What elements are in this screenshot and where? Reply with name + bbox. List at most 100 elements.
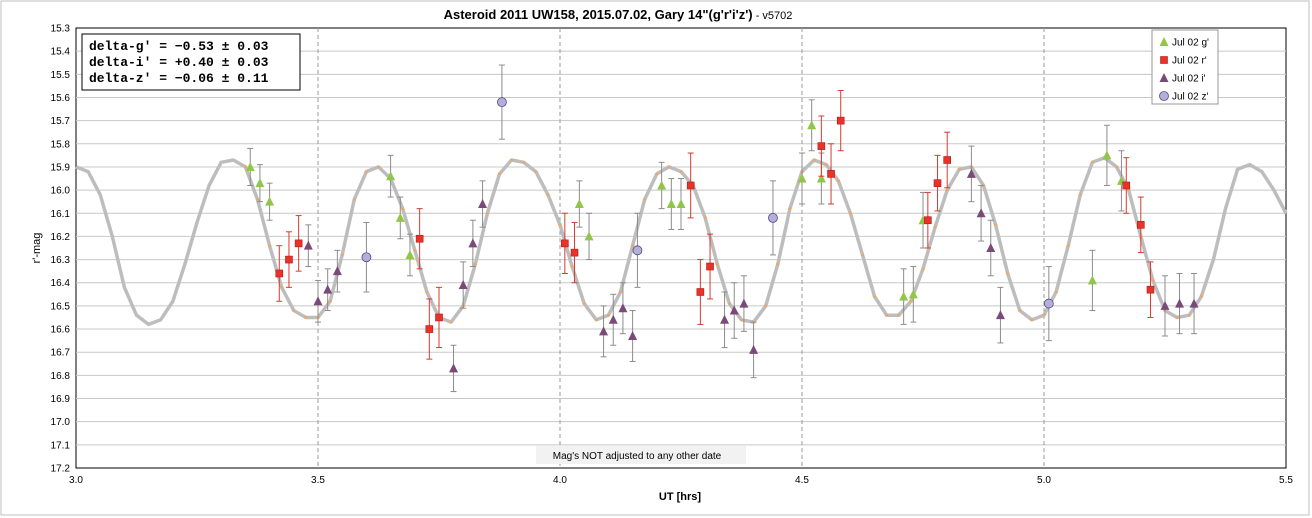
data-point — [584, 231, 594, 241]
model-point — [715, 263, 719, 266]
model-point — [1187, 314, 1191, 317]
chart-title: Asteroid 2011 UW158, 2015.07.02, Gary 14… — [444, 7, 793, 22]
grid — [76, 28, 1286, 468]
y-tick-label: 16.0 — [51, 186, 71, 197]
data-point — [628, 331, 638, 340]
model-point — [546, 193, 550, 196]
model-point — [449, 321, 453, 324]
note-text: Mag's NOT adjusted to any other date — [553, 451, 722, 462]
x-tick-label: 5.0 — [1037, 475, 1051, 486]
model-point — [570, 265, 574, 268]
data-point — [265, 196, 275, 206]
y-tick-label: 16.6 — [51, 325, 71, 336]
data-point — [449, 363, 459, 373]
data-point — [797, 173, 807, 183]
data-point — [657, 180, 667, 190]
data-point — [361, 252, 372, 263]
model-point — [921, 267, 925, 270]
model-point — [897, 314, 901, 317]
data-point — [478, 199, 488, 208]
data-point — [739, 298, 749, 308]
y-tick-label: 17.1 — [51, 440, 71, 451]
y-tick-label: 16.5 — [51, 301, 71, 312]
note-box — [536, 446, 746, 464]
data-point — [995, 310, 1005, 320]
model-point — [1115, 165, 1119, 168]
data-point — [1146, 285, 1155, 294]
model-point — [703, 216, 707, 219]
model-point — [631, 244, 635, 247]
model-point — [558, 223, 562, 226]
data-point — [608, 314, 618, 324]
data-point — [816, 173, 826, 183]
data-point — [720, 314, 730, 324]
x-tick-label: 4.0 — [553, 475, 567, 486]
delta-g-text: delta-g' = −0.53 ± 0.03 — [89, 39, 269, 54]
data-point — [706, 262, 714, 271]
y-tick-label: 15.8 — [51, 139, 71, 150]
model-point — [1090, 161, 1094, 164]
data-point — [425, 325, 434, 333]
model-point — [340, 253, 344, 256]
data-point — [275, 269, 284, 278]
data-point — [1087, 275, 1097, 285]
delta-box: delta-g' = −0.53 ± 0.03 delta-i' = +0.40… — [81, 33, 301, 91]
y-tick-label: 17.0 — [51, 417, 71, 428]
model-point — [1042, 314, 1046, 317]
model-point — [292, 309, 296, 312]
legend-label: Jul 02 r' — [1172, 56, 1207, 67]
data-point — [323, 284, 333, 294]
data-point — [924, 216, 932, 225]
x-axis-ticks: 3.0 3.5 4.0 4.5 5.0 5.5 — [69, 475, 1293, 486]
data-point — [1043, 298, 1054, 309]
model-point — [401, 207, 405, 210]
model-point — [619, 291, 622, 293]
y-tick-label: 15.7 — [51, 116, 71, 127]
model-point — [1175, 316, 1179, 319]
data-point — [696, 288, 705, 296]
model-point — [364, 170, 368, 173]
model-point — [1078, 193, 1082, 196]
data-point — [303, 240, 313, 250]
y-tick-label: 15.5 — [51, 70, 71, 81]
model-point — [352, 198, 356, 201]
y-tick-label: 17.2 — [51, 464, 71, 475]
model-point — [485, 212, 489, 215]
data-point — [245, 161, 255, 171]
model-point — [655, 172, 659, 175]
legend-label: Jul 02 g' — [1172, 38, 1209, 49]
data-point — [836, 116, 845, 125]
model-point — [522, 161, 526, 164]
data-point — [768, 212, 778, 223]
model-point — [1151, 279, 1155, 282]
model-point — [933, 226, 937, 229]
x-tick-label: 3.5 — [311, 475, 325, 486]
data-point — [1175, 298, 1185, 308]
data-point — [899, 291, 909, 301]
model-point — [764, 304, 768, 307]
data-point — [570, 248, 579, 257]
data-point — [497, 97, 507, 108]
legend-marker — [1159, 37, 1169, 46]
x-tick-label: 4.5 — [795, 475, 809, 486]
model-point — [606, 314, 610, 317]
model-point — [425, 291, 429, 293]
y-tick-label: 15.3 — [51, 24, 71, 35]
model-point — [1018, 309, 1022, 312]
model-point — [836, 179, 840, 182]
data-point — [435, 313, 443, 322]
model-point — [413, 249, 417, 252]
delta-i-text: delta-i' = +0.40 ± 0.03 — [89, 55, 269, 70]
model-point — [328, 300, 332, 303]
data-point — [729, 305, 739, 315]
model-point — [776, 263, 780, 266]
model-point — [994, 223, 998, 226]
model-point — [256, 198, 259, 201]
legend: Jul 02 g' Jul 02 r' Jul 02 i' Jul 02 z' — [1151, 29, 1219, 105]
model-point — [582, 302, 586, 305]
legend-marker — [1160, 56, 1168, 64]
data-point — [976, 208, 986, 218]
y-tick-label: 15.9 — [51, 162, 71, 173]
data-point — [255, 178, 265, 188]
